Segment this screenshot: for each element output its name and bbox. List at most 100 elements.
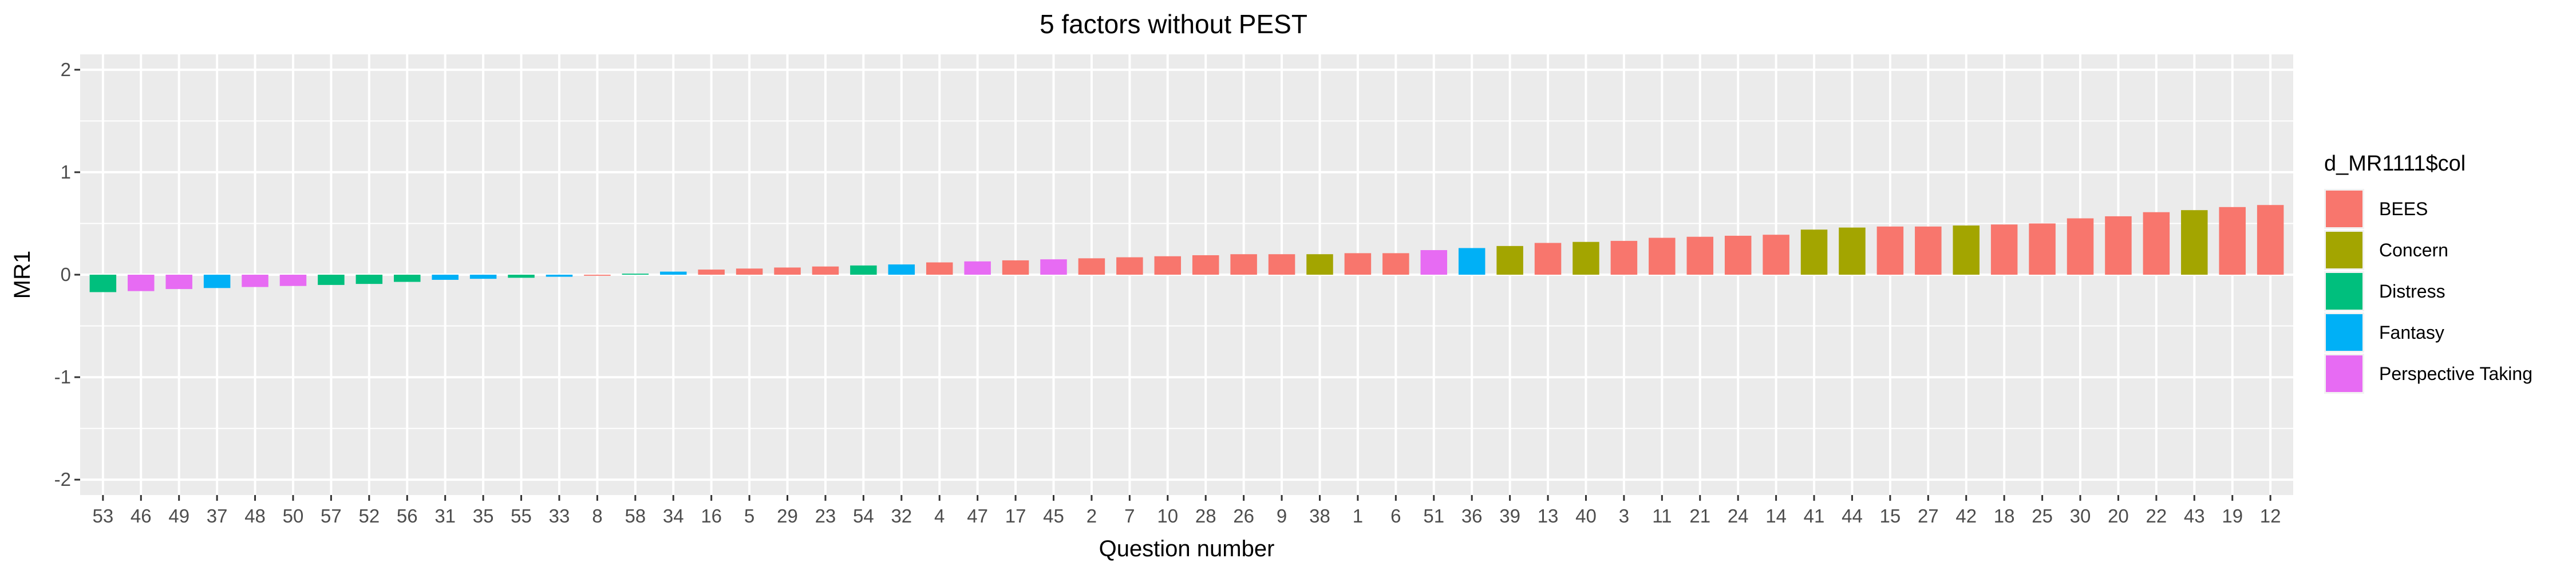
bar-23 — [812, 266, 839, 275]
x-tick-label: 20 — [2108, 505, 2129, 527]
bar-58 — [622, 274, 649, 275]
x-tick-label: 36 — [1461, 505, 1483, 527]
x-tick-label: 31 — [434, 505, 456, 527]
bar-39 — [1496, 246, 1523, 275]
bar-37 — [203, 275, 231, 288]
x-tick-label: 45 — [1043, 505, 1064, 527]
x-tick-label: 32 — [891, 505, 912, 527]
x-tick-label: 22 — [2146, 505, 2167, 527]
legend-label: Concern — [2379, 240, 2448, 260]
bar-52 — [355, 275, 383, 284]
x-tick-label: 57 — [321, 505, 342, 527]
x-tick-label: 2 — [1086, 505, 1097, 527]
bar-49 — [165, 275, 192, 290]
x-tick-label: 53 — [92, 505, 113, 527]
bar-42 — [1953, 225, 1980, 275]
x-tick-label: 4 — [934, 505, 945, 527]
x-tick-label: 27 — [1918, 505, 1939, 527]
bar-54 — [850, 265, 877, 275]
x-tick-label: 25 — [2032, 505, 2053, 527]
bar-28 — [1192, 255, 1219, 275]
x-tick-label: 44 — [1842, 505, 1863, 527]
x-tick-label: 23 — [815, 505, 836, 527]
x-tick-label: 40 — [1575, 505, 1597, 527]
bar-48 — [242, 275, 268, 287]
bar-19 — [2219, 207, 2246, 275]
legend-label: Distress — [2379, 281, 2445, 302]
bar-16 — [698, 270, 725, 275]
bar-44 — [1839, 227, 1866, 275]
bar-1 — [1344, 253, 1372, 275]
x-tick-label: 51 — [1423, 505, 1444, 527]
x-tick-label: 48 — [244, 505, 266, 527]
bar-15 — [1876, 226, 1904, 275]
x-tick-label: 49 — [168, 505, 189, 527]
bar-29 — [774, 267, 801, 275]
x-tick-label: 26 — [1233, 505, 1254, 527]
bar-30 — [2067, 218, 2094, 275]
x-tick-label: 29 — [777, 505, 798, 527]
legend-swatch — [2326, 314, 2362, 351]
x-tick-label: 42 — [1955, 505, 1977, 527]
bar-47 — [964, 261, 991, 275]
x-tick-label: 11 — [1652, 505, 1672, 527]
x-tick-label: 13 — [1538, 505, 1559, 527]
legend-swatch — [2326, 232, 2362, 268]
x-tick-label: 30 — [2070, 505, 2091, 527]
x-tick-label: 17 — [1005, 505, 1026, 527]
legend-swatch — [2326, 273, 2362, 310]
bar-36 — [1458, 248, 1485, 275]
x-axis-title: Question number — [1099, 536, 1275, 561]
bar-21 — [1686, 236, 1714, 275]
x-tick-label: 6 — [1390, 505, 1401, 527]
x-tick-label: 55 — [511, 505, 532, 527]
y-tick-label: 1 — [61, 161, 71, 183]
bar-53 — [89, 275, 117, 292]
bar-27 — [1915, 226, 1942, 275]
bar-32 — [888, 264, 915, 275]
chart-title: 5 factors without PEST — [1040, 9, 1307, 39]
bar-4 — [926, 262, 953, 275]
y-tick-label: -2 — [54, 469, 71, 490]
x-tick-label: 7 — [1124, 505, 1135, 527]
x-tick-label: 37 — [207, 505, 228, 527]
x-tick-label: 28 — [1195, 505, 1216, 527]
legend-label: BEES — [2379, 199, 2428, 219]
x-tick-label: 34 — [663, 505, 684, 527]
legend-swatch — [2326, 191, 2362, 227]
bar-38 — [1306, 254, 1333, 275]
x-tick-label: 5 — [744, 505, 754, 527]
x-tick-label: 15 — [1880, 505, 1901, 527]
legend-label: Fantasy — [2379, 322, 2444, 343]
bar-26 — [1230, 254, 1257, 275]
bar-51 — [1420, 250, 1448, 275]
x-tick-label: 14 — [1765, 505, 1787, 527]
x-tick-label: 50 — [283, 505, 304, 527]
x-tick-label: 52 — [358, 505, 380, 527]
x-tick-label: 35 — [473, 505, 494, 527]
x-tick-label: 1 — [1353, 505, 1363, 527]
bar-25 — [2029, 223, 2056, 275]
x-tick-label: 33 — [549, 505, 570, 527]
x-tick-label: 47 — [967, 505, 988, 527]
y-tick-label: -1 — [54, 366, 71, 387]
x-tick-label: 41 — [1804, 505, 1825, 527]
bar-50 — [279, 275, 307, 286]
y-axis: -2 -1 0 1 2 — [54, 59, 80, 490]
bar-34 — [659, 271, 687, 275]
bars — [89, 205, 2284, 292]
x-tick-label: 38 — [1309, 505, 1330, 527]
bar-18 — [1990, 224, 2018, 275]
x-tick-label: 9 — [1277, 505, 1287, 527]
x-tick-label: 24 — [1728, 505, 1749, 527]
bar-9 — [1268, 254, 1295, 275]
x-tick-label: 8 — [592, 505, 602, 527]
bar-14 — [1763, 235, 1789, 275]
legend-label: Perspective Taking — [2379, 363, 2532, 384]
bar-3 — [1610, 240, 1638, 275]
y-tick-label: 2 — [61, 59, 71, 80]
bar-35 — [469, 275, 497, 279]
bar-12 — [2257, 205, 2284, 275]
bar-2 — [1078, 258, 1105, 275]
